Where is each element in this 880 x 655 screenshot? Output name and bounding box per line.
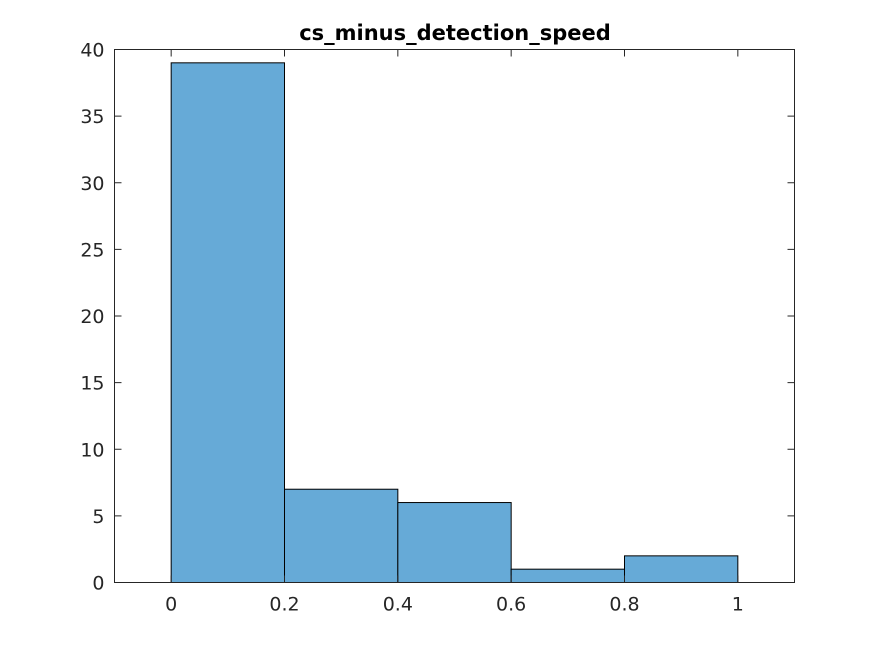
y-tick-label: 10 xyxy=(80,439,104,461)
y-tick-label: 25 xyxy=(80,239,104,261)
x-tick-label: 0.8 xyxy=(609,594,639,616)
histogram-bar-2 xyxy=(397,502,512,583)
x-tick-label: 0.2 xyxy=(269,594,299,616)
x-tick-label: 0.4 xyxy=(383,594,413,616)
x-tick-label: 1 xyxy=(732,594,744,616)
y-tick-label: 40 xyxy=(80,40,104,62)
x-tick-label: 0 xyxy=(165,594,177,616)
y-ticks-group: 0 5 10 15 20 25 30 35 40 xyxy=(80,40,795,595)
y-tick-label: 5 xyxy=(92,506,104,528)
histogram-bar-3 xyxy=(510,568,625,583)
x-ticks-group: 0 0.2 0.4 0.6 0.8 1 xyxy=(165,49,744,616)
y-tick-label: 35 xyxy=(80,106,104,128)
x-tick-label: 0.6 xyxy=(496,594,526,616)
histogram-bar-0 xyxy=(170,62,286,583)
histogram-bar-1 xyxy=(284,488,399,584)
histogram-bar-4 xyxy=(624,555,739,583)
chart-title: cs_minus_detection_speed xyxy=(299,21,611,45)
bars-group xyxy=(170,62,739,584)
y-tick-label: 20 xyxy=(80,306,104,328)
y-tick-label: 0 xyxy=(92,573,104,595)
y-tick-label: 15 xyxy=(80,373,104,395)
y-tick-label: 30 xyxy=(80,173,104,195)
